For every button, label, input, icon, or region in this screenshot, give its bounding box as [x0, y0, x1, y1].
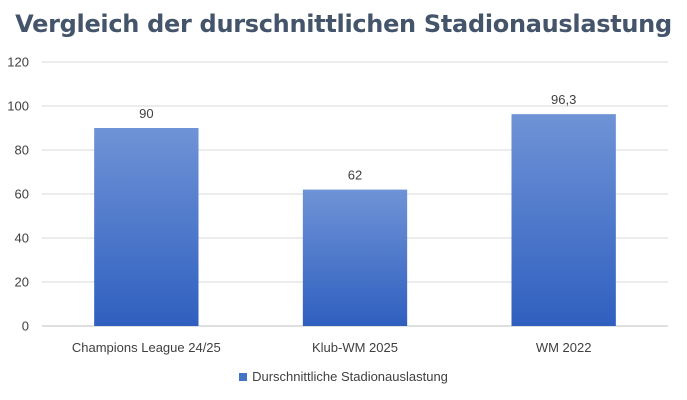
legend-swatch — [239, 372, 248, 381]
legend: Durschnittliche Stadionauslastung — [0, 369, 687, 384]
chart-title: Vergleich der durschnittlichen Stadionau… — [15, 10, 672, 38]
y-tick-label: 20 — [15, 275, 29, 290]
legend-label: Durschnittliche Stadionauslastung — [252, 369, 448, 384]
data-label: 90 — [139, 106, 153, 121]
bar — [302, 189, 408, 326]
y-tick-label: 60 — [15, 187, 29, 202]
data-label: 62 — [348, 168, 362, 183]
y-tick-label: 120 — [7, 55, 29, 70]
data-label: 96,3 — [551, 92, 576, 107]
bar — [94, 128, 199, 326]
y-tick-label: 0 — [22, 319, 29, 334]
y-tick-label: 80 — [15, 143, 29, 158]
x-tick-label: WM 2022 — [536, 340, 592, 355]
y-tick-label: 100 — [7, 99, 29, 114]
x-tick-label: Champions League 24/25 — [72, 340, 221, 355]
bar — [511, 114, 616, 326]
y-tick-label: 40 — [15, 231, 29, 246]
x-tick-label: Klub-WM 2025 — [312, 340, 398, 355]
